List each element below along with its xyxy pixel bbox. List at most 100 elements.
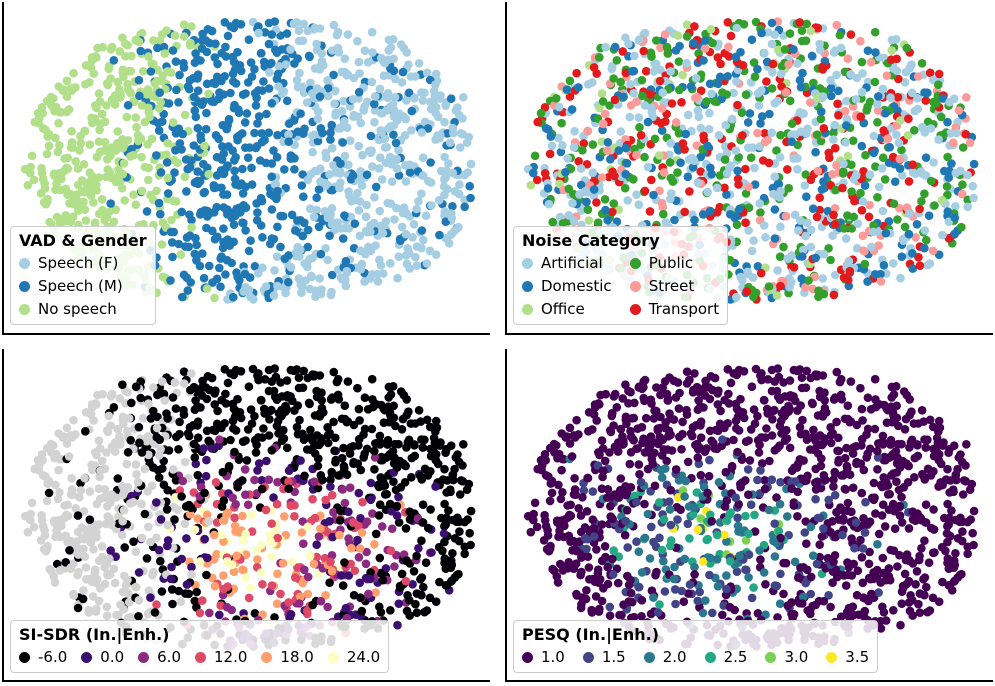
scatter-point [160,396,170,405]
scatter-point [865,200,874,210]
scatter-point [293,563,302,572]
scatter-point [152,498,161,507]
scatter-point [290,59,299,68]
scatter-point [152,533,161,543]
scatter-point [873,106,883,115]
scatter-point [55,488,64,497]
scatter-point [371,588,380,597]
scatter-point [178,129,187,139]
scatter-point [732,567,742,576]
scatter-point [327,204,337,213]
scatter-point [174,239,183,249]
scatter-point [75,146,84,155]
scatter-point [726,210,735,219]
scatter-point [286,392,295,401]
scatter-point [738,131,747,140]
scatter-point [179,58,188,68]
scatter-point [309,212,319,222]
scatter-point [182,580,192,589]
scatter-point [460,202,470,212]
vad-gender-legend: VAD & Gender Speech (F) Speech (M) No sp… [10,226,156,325]
scatter-point [327,143,337,153]
scatter-point [689,38,698,48]
scatter-point [355,231,365,241]
scatter-point [944,173,953,182]
scatter-point [205,261,214,271]
scatter-point [671,46,681,55]
scatter-point [738,276,747,285]
scatter-point [688,163,698,172]
scatter-point [770,552,780,561]
scatter-point [189,439,199,449]
scatter-point [291,226,300,235]
scatter-point [153,118,163,128]
scatter-point [831,46,840,55]
scatter-point [168,46,178,55]
scatter-point [168,118,178,127]
scatter-point [444,506,453,515]
scatter-point [267,234,277,243]
scatter-point [925,415,935,425]
scatter-point [355,197,365,206]
scatter-point [229,220,239,229]
scatter-point [190,178,200,187]
scatter-point [554,480,563,490]
scatter-point [202,108,211,118]
scatter-point [915,204,924,214]
scatter-point [871,48,880,57]
scatter-point [682,379,692,388]
scatter-point [583,205,593,214]
scatter-point [162,505,172,514]
scatter-point [183,429,193,438]
scatter-point [102,448,111,457]
scatter-point [716,59,725,69]
scatter-point [252,546,261,555]
scatter-point [331,111,340,120]
scatter-point [159,42,169,52]
legend-label: Public [648,254,694,272]
scatter-point [742,287,751,296]
scatter-point [704,124,714,134]
scatter-point [222,602,232,612]
scatter-point [871,509,880,518]
scatter-point [957,222,966,232]
scatter-point [61,184,71,194]
scatter-point [910,106,920,116]
scatter-point [224,114,234,124]
scatter-point [889,199,899,208]
scatter-point [210,53,220,62]
scatter-point [770,172,779,181]
scatter-point [569,143,579,152]
scatter-point [207,444,217,453]
scatter-point [595,450,604,460]
scatter-point [811,147,820,157]
scatter-point [423,176,433,186]
scatter-point [815,39,824,49]
scatter-point [238,189,248,198]
scatter-point [768,59,778,69]
scatter-point [659,209,668,219]
scatter-point [859,118,869,128]
scatter-point [532,175,542,185]
scatter-point [795,75,805,85]
scatter-point [750,163,759,173]
scatter-point [29,522,39,532]
scatter-point [111,146,121,155]
scatter-point [137,152,146,162]
scatter-point [193,470,203,480]
scatter-point [164,446,174,455]
scatter-point [767,386,777,396]
scatter-point [267,552,277,561]
scatter-point [315,62,325,72]
scatter-point [703,187,712,197]
scatter-point [874,529,884,539]
scatter-point [688,510,698,519]
scatter-point [680,145,689,154]
scatter-point [327,567,337,576]
scatter-point [389,477,398,486]
scatter-point [175,70,184,80]
scatter-point [126,436,135,445]
scatter-point [634,200,644,209]
scatter-point [273,533,282,543]
scatter-point [284,484,294,493]
